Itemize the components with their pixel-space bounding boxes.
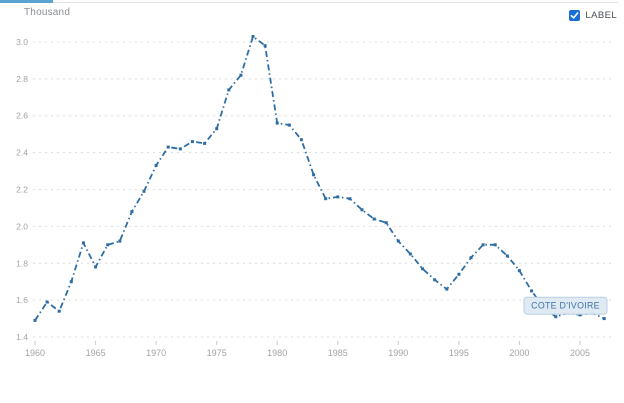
data-line bbox=[34, 35, 605, 321]
header-divider bbox=[0, 2, 618, 3]
svg-text:2000: 2000 bbox=[509, 348, 529, 358]
svg-text:3.0: 3.0 bbox=[16, 37, 28, 47]
checkbox-checked-icon[interactable] bbox=[569, 10, 581, 21]
check-icon bbox=[570, 12, 579, 19]
active-tab-indicator bbox=[0, 0, 53, 3]
svg-text:1.6: 1.6 bbox=[16, 295, 28, 305]
svg-text:2.4: 2.4 bbox=[16, 148, 28, 158]
x-axis-labels: 1960 1965 1970 1975 1980 1985 1990 1995 2000 2005 bbox=[25, 348, 590, 358]
label-toggle[interactable]: LABEL bbox=[569, 10, 617, 21]
svg-text:COTE D'IVOIRE: COTE D'IVOIRE bbox=[531, 301, 600, 311]
svg-text:1975: 1975 bbox=[207, 348, 227, 358]
gridlines bbox=[33, 41, 613, 338]
svg-text:1965: 1965 bbox=[86, 348, 106, 358]
series-label[interactable]: COTE D'IVOIRE bbox=[523, 296, 608, 315]
svg-text:2005: 2005 bbox=[570, 348, 590, 358]
y-axis-labels: 3.0 2.8 2.6 2.4 2.2 2.0 1.8 1.6 1.4 bbox=[16, 37, 28, 342]
svg-text:2.6: 2.6 bbox=[16, 111, 28, 121]
svg-text:1995: 1995 bbox=[449, 348, 469, 358]
y-axis-unit-label: Thousand bbox=[24, 7, 71, 18]
x-axis-ticks bbox=[34, 341, 581, 345]
data-points bbox=[33, 35, 606, 322]
label-toggle-text: LABEL bbox=[585, 10, 617, 21]
svg-text:1960: 1960 bbox=[25, 348, 45, 358]
svg-text:2.2: 2.2 bbox=[16, 185, 28, 195]
svg-text:2.0: 2.0 bbox=[16, 221, 28, 231]
svg-text:2.8: 2.8 bbox=[16, 74, 28, 84]
svg-text:1985: 1985 bbox=[328, 348, 348, 358]
svg-text:1.8: 1.8 bbox=[16, 258, 28, 268]
svg-text:1.4: 1.4 bbox=[16, 332, 28, 342]
svg-text:1980: 1980 bbox=[267, 348, 287, 358]
svg-text:1970: 1970 bbox=[146, 348, 166, 358]
svg-text:1990: 1990 bbox=[388, 348, 408, 358]
